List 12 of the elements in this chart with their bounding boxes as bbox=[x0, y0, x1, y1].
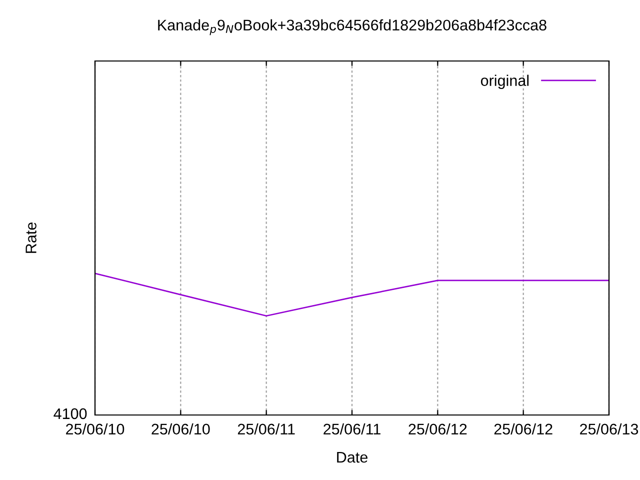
legend-label: original bbox=[480, 74, 529, 89]
chart-title: Kanade$_{p}$9$_{N}$oBook+3a39bc64566fd1829b206a8b4f23cca8 bbox=[158, 19, 546, 36]
x-tick-label: 25/06/12 bbox=[408, 423, 467, 435]
x-tick-label: 25/06/10 bbox=[152, 423, 210, 435]
y-axis-title: Rate bbox=[26, 222, 36, 253]
x-tick-label: 25/06/13 bbox=[580, 423, 638, 435]
x-tick-label: 25/06/10 bbox=[66, 423, 124, 435]
x-axis-title: Date bbox=[337, 452, 368, 463]
x-tick-label: 25/06/11 bbox=[238, 423, 295, 435]
x-tick-label: 25/06/11 bbox=[324, 423, 380, 435]
x-tick-label: 25/06/12 bbox=[494, 423, 552, 435]
text: 4100 bbox=[54, 408, 87, 420]
